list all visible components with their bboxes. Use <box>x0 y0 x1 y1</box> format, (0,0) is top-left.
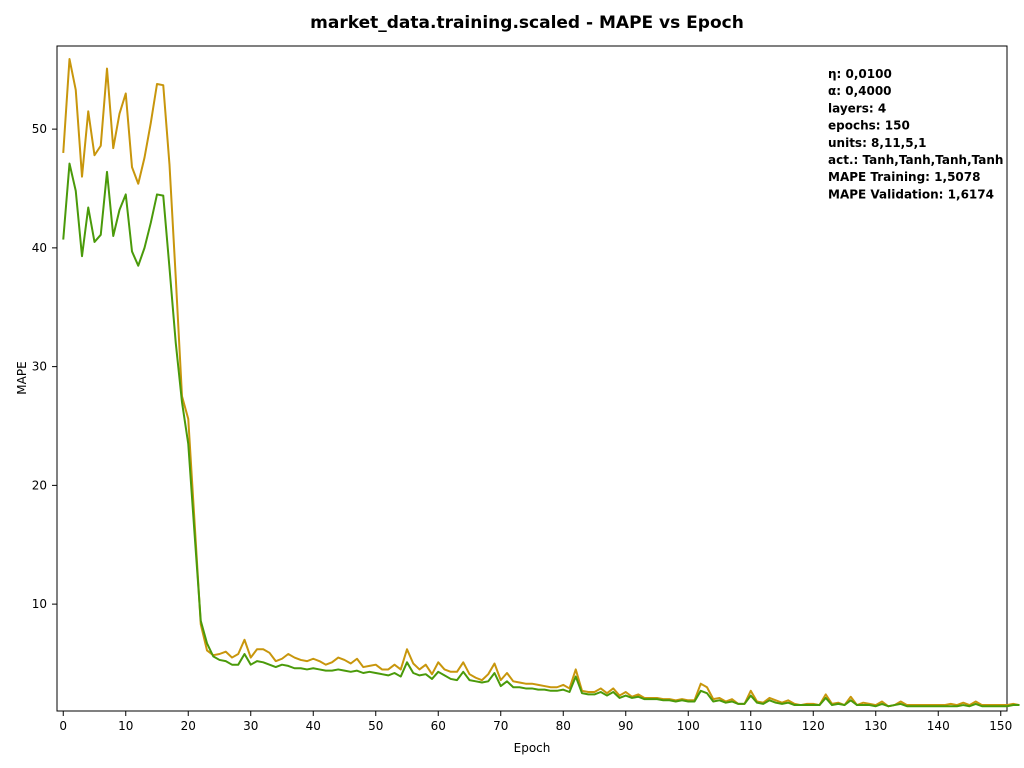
x-tick-label: 50 <box>368 719 383 733</box>
annotation-line: epochs: 150 <box>828 119 910 133</box>
annotation-line: units: 8,11,5,1 <box>828 136 926 150</box>
x-tick-label: 90 <box>618 719 633 733</box>
x-tick-label: 70 <box>493 719 508 733</box>
x-axis: 0 10 20 30 40 50 60 70 80 90 100 110 120 130 140 150 <box>59 711 1012 733</box>
x-tick-label: 40 <box>306 719 321 733</box>
chart-title: market_data.training.scaled - MAPE vs Ep… <box>310 13 744 33</box>
x-tick-label: 110 <box>739 719 762 733</box>
y-tick-label: 10 <box>32 597 47 611</box>
series-group <box>62 58 1020 708</box>
series-line-1 <box>62 58 1020 708</box>
annotation-line: MAPE Validation: 1,6174 <box>828 187 994 201</box>
y-axis: 10 20 30 40 50 <box>32 122 57 611</box>
x-tick-label: 60 <box>431 719 446 733</box>
y-tick-label: 20 <box>32 478 47 492</box>
annotation-line: η: 0,0100 <box>828 67 892 81</box>
series-line-2 <box>62 162 1020 708</box>
x-tick-label: 10 <box>118 719 133 733</box>
parameters-annotation: η: 0,0100 α: 0,4000 layers: 4 epochs: 150 un… <box>828 67 1003 201</box>
y-tick-label: 50 <box>32 122 47 136</box>
x-tick-label: 140 <box>927 719 950 733</box>
y-axis-label: MAPE <box>15 361 29 394</box>
x-tick-label: 120 <box>802 719 825 733</box>
x-tick-label: 80 <box>556 719 571 733</box>
x-tick-label: 30 <box>243 719 258 733</box>
annotation-line: α: 0,4000 <box>828 84 892 98</box>
annotation-line: MAPE Training: 1,5078 <box>828 170 980 184</box>
x-tick-label: 150 <box>989 719 1012 733</box>
x-tick-label: 0 <box>59 719 67 733</box>
y-tick-label: 40 <box>32 241 47 255</box>
x-tick-label: 100 <box>677 719 700 733</box>
x-tick-label: 20 <box>181 719 196 733</box>
y-tick-label: 30 <box>32 360 47 374</box>
annotation-line: layers: 4 <box>828 101 886 115</box>
plot-frame <box>56 45 1008 712</box>
x-axis-label: Epoch <box>514 741 551 755</box>
x-tick-label: 130 <box>864 719 887 733</box>
annotation-line: act.: Tanh,Tanh,Tanh,Tanh <box>828 153 1003 167</box>
